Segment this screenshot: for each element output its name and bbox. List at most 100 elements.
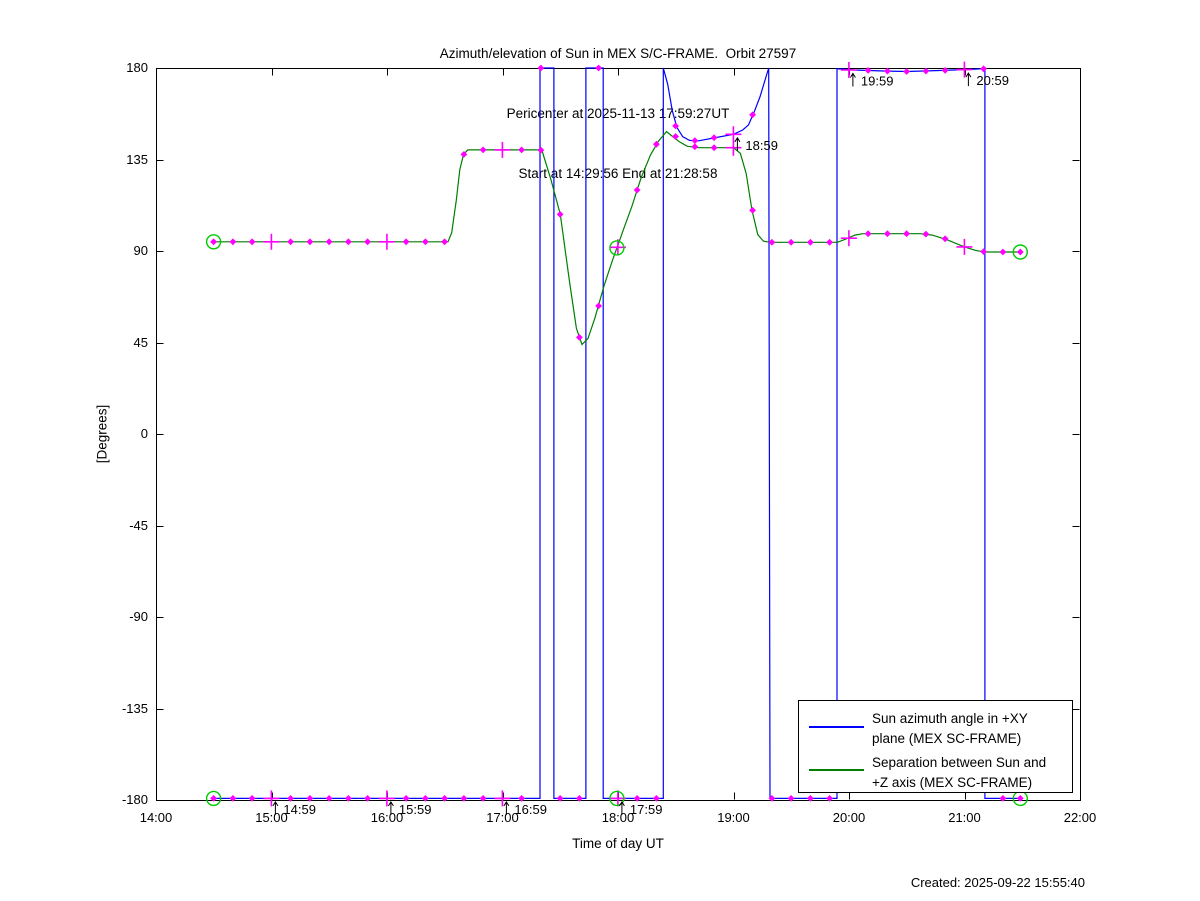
x-tick-label: 15:00 [255, 810, 288, 825]
annotation-arrow-icon [618, 800, 625, 815]
ten-min-marker [884, 230, 891, 238]
ten-min-marker [576, 795, 583, 802]
hour-marker [494, 790, 511, 807]
ten-min-marker [229, 238, 237, 246]
ten-min-marker [941, 67, 949, 74]
event-circle [205, 790, 222, 807]
hour-marker [494, 141, 511, 158]
ten-min-marker [768, 238, 776, 246]
ten-min-marker [864, 67, 872, 74]
ten-min-marker [441, 238, 448, 246]
annotation-label: 20:59 [976, 73, 1009, 88]
ten-min-marker [537, 64, 545, 72]
ten-min-marker [210, 795, 217, 802]
ten-min-marker [287, 795, 294, 802]
legend-label: +Z axis (MEX SC-FRAME) [872, 775, 1033, 790]
ten-min-marker [672, 133, 679, 140]
annotation-label: 14:59 [283, 802, 316, 817]
chart-subtitle-pericenter: Pericenter at 2025-11-13 17:59:27UT [506, 106, 730, 121]
annotation-arrow-icon [387, 800, 394, 815]
ten-min-marker [306, 795, 314, 802]
annotation-label: 18:59 [745, 138, 778, 153]
ten-min-marker [710, 134, 718, 142]
ten-min-marker [537, 146, 545, 154]
hour-marker [725, 139, 742, 156]
ten-min-marker [325, 238, 333, 246]
ten-min-marker [1016, 795, 1024, 802]
legend-label: plane (MEX SC-FRAME) [872, 731, 1022, 746]
ten-min-marker [787, 795, 795, 802]
ten-min-marker [999, 795, 1007, 802]
annotation-label: 15:59 [399, 802, 432, 817]
ten-min-marker [807, 795, 814, 802]
ten-min-marker [576, 334, 583, 341]
annotation-label: 16:59 [514, 802, 547, 817]
y-tick-label: -135 [121, 700, 148, 716]
ten-min-marker [210, 238, 217, 246]
series-azimuth [213, 67, 1021, 800]
ten-min-marker [556, 211, 564, 218]
ten-min-marker [787, 238, 795, 246]
annotation-arrow-icon [503, 800, 510, 815]
hour-marker [956, 61, 973, 78]
ten-min-marker [306, 238, 314, 246]
chart-title: Azimuth/elevation of Sun in MEX S/C-FRAM… [439, 46, 797, 61]
ten-min-marker [884, 67, 891, 75]
plot-box [156, 68, 1081, 801]
ten-min-marker [248, 795, 256, 802]
ten-min-marker [922, 230, 930, 238]
event-circle [609, 790, 625, 807]
ten-min-marker [422, 795, 429, 802]
ten-min-marker [479, 795, 487, 802]
ten-min-marker [460, 795, 468, 802]
y-tick-label: -45 [129, 517, 148, 533]
ten-min-marker [402, 795, 410, 802]
ten-min-marker [980, 65, 987, 73]
legend-sample-separation-line [809, 769, 864, 771]
ten-min-marker [826, 238, 833, 246]
x-tick-label: 22:00 [1063, 810, 1097, 825]
annotation-arrow-icon [272, 800, 279, 815]
hour-marker [840, 230, 857, 247]
annotation-arrow-icon [734, 136, 741, 151]
y-axis-label: [Degrees] [94, 404, 110, 464]
ten-min-marker [903, 230, 910, 238]
event-circle [205, 234, 222, 250]
hour-marker [956, 238, 973, 255]
legend-label: Separation between Sun and [872, 755, 1047, 770]
ten-min-marker [518, 795, 525, 802]
y-tick-label: -90 [129, 609, 148, 624]
annotation-label: 19:59 [861, 74, 894, 89]
legend-label: Sun azimuth angle in +XY [872, 711, 1028, 726]
y-tick-label: 45 [133, 334, 148, 350]
legend: Sun azimuth angle in +XY plane (MEX SC-F… [798, 700, 1073, 793]
series-separation [213, 130, 1021, 346]
ten-min-marker [903, 68, 910, 75]
ten-min-marker [807, 238, 814, 246]
annotation-label: 17:59 [630, 802, 663, 817]
ten-min-marker [595, 302, 602, 310]
annotation-arrow-icon [965, 72, 972, 87]
ten-min-marker [364, 795, 371, 802]
ten-min-marker [364, 238, 371, 246]
hour-marker [725, 126, 742, 143]
ten-min-marker [999, 248, 1007, 256]
ten-min-marker [287, 238, 294, 246]
y-tick-label: 180 [126, 60, 148, 75]
x-tick-label: 14:00 [139, 810, 173, 825]
ten-min-marker [248, 238, 256, 246]
ten-min-marker [941, 235, 949, 243]
ten-min-marker [922, 67, 930, 75]
ten-min-marker [980, 248, 987, 255]
ten-min-marker [345, 795, 352, 802]
event-circle [609, 240, 625, 256]
ten-min-marker [749, 111, 756, 119]
hour-marker [378, 233, 395, 250]
hour-marker [263, 790, 280, 807]
x-tick-label: 18:00 [601, 810, 635, 825]
ten-min-marker [633, 795, 641, 802]
y-tick-label: 90 [133, 243, 148, 258]
ten-min-marker [691, 137, 699, 144]
hour-marker [378, 790, 395, 807]
